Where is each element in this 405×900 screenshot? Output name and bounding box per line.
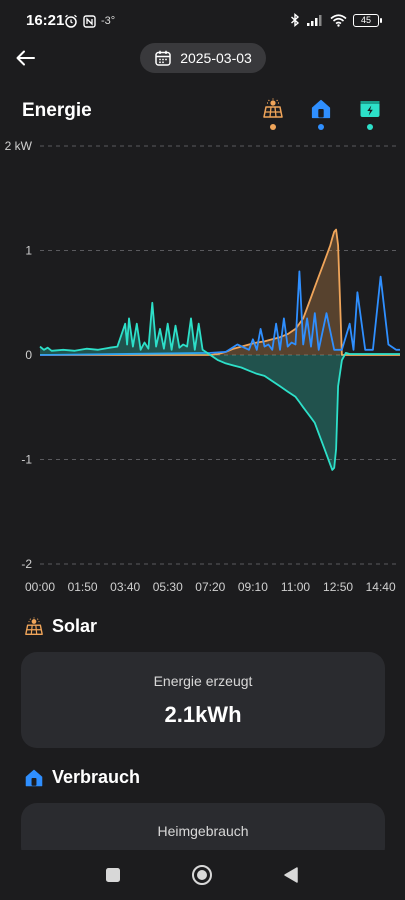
x-tick-label: 03:40 <box>110 580 140 594</box>
recent-apps-icon <box>106 868 120 882</box>
series-area-2 <box>40 302 400 470</box>
page-title: Energie <box>22 100 92 121</box>
system-nav-bar <box>0 850 405 900</box>
y-tick-label: 2 kW <box>5 139 33 153</box>
chart-series <box>39 228 400 471</box>
status-time: 16:21 <box>26 12 65 29</box>
solar-section-title: Solar <box>24 616 97 637</box>
bluetooth-icon <box>291 13 300 27</box>
solar-title: Solar <box>52 616 98 636</box>
series-area-0 <box>40 229 400 355</box>
date-picker[interactable]: 2025-03-03 <box>140 43 266 73</box>
filter-home-button[interactable] <box>308 98 334 132</box>
solar-energy-value: 2.1kWh <box>164 702 242 727</box>
solar-panel-icon <box>25 616 43 635</box>
status-icons-left: -3° <box>64 14 115 28</box>
series-line-1 <box>39 270 400 356</box>
x-tick-label: 01:50 <box>68 580 98 594</box>
battery-icon: 45 <box>353 13 382 27</box>
y-tick-label: -1 <box>21 453 32 467</box>
back-nav-button[interactable] <box>280 864 302 886</box>
recent-apps-button[interactable] <box>102 864 124 886</box>
status-temperature: -3° <box>101 15 116 27</box>
x-tick-label: 09:10 <box>238 580 268 594</box>
filter-solar-button[interactable] <box>260 98 286 132</box>
wifi-icon <box>330 13 347 27</box>
filter-battery-button[interactable] <box>357 98 383 132</box>
x-tick-label: 05:30 <box>153 580 183 594</box>
back-button[interactable] <box>14 46 38 70</box>
alarm-icon <box>65 14 77 28</box>
status-bar: 16:21 -3° 45 <box>0 0 405 42</box>
home-circle-icon <box>192 865 212 885</box>
filter-battery-indicator <box>367 124 373 130</box>
solar-card: Energie erzeugt 2.1kWh <box>21 652 385 748</box>
x-tick-label: 07:20 <box>195 580 225 594</box>
home-nav-button[interactable] <box>191 864 213 886</box>
series-line-2 <box>39 301 400 471</box>
x-tick-label: 12:50 <box>323 580 353 594</box>
solar-energy-label: Energie erzeugt <box>153 673 253 689</box>
consumption-section-title: Verbrauch <box>24 767 140 788</box>
solar-panel-icon <box>263 98 283 118</box>
y-tick-label: 0 <box>25 348 32 362</box>
status-icons-right: 45 <box>290 13 382 27</box>
calendar-icon <box>155 50 171 66</box>
energy-chart: 2 kW 1 0 -1 -2 00:00 01:50 03:40 05:30 07:20 09:1… <box>5 139 400 594</box>
date-label: 2025-03-03 <box>180 50 252 66</box>
home-icon <box>25 769 43 786</box>
x-tick-label: 14:40 <box>366 580 396 594</box>
battery-charge-icon <box>360 101 380 117</box>
y-tick-label: -2 <box>21 557 32 571</box>
home-icon <box>311 99 331 119</box>
filter-solar-indicator <box>270 124 276 130</box>
filter-home-indicator <box>318 124 324 130</box>
y-tick-label: 1 <box>25 244 32 258</box>
chart-x-axis: 00:00 01:50 03:40 05:30 07:20 09:10 11:00 12:50… <box>25 580 396 594</box>
arrow-left-icon <box>16 50 35 66</box>
battery-level: 45 <box>360 14 371 25</box>
x-tick-label: 11:00 <box>281 580 310 594</box>
chart-y-axis: 2 kW 1 0 -1 -2 <box>5 139 33 571</box>
x-tick-label: 00:00 <box>25 580 55 594</box>
nfc-icon <box>83 14 96 28</box>
consumption-label: Heimgebrauch <box>157 823 249 839</box>
signal-icon <box>307 14 322 26</box>
consumption-title: Verbrauch <box>52 767 141 787</box>
back-triangle-icon <box>284 867 298 883</box>
